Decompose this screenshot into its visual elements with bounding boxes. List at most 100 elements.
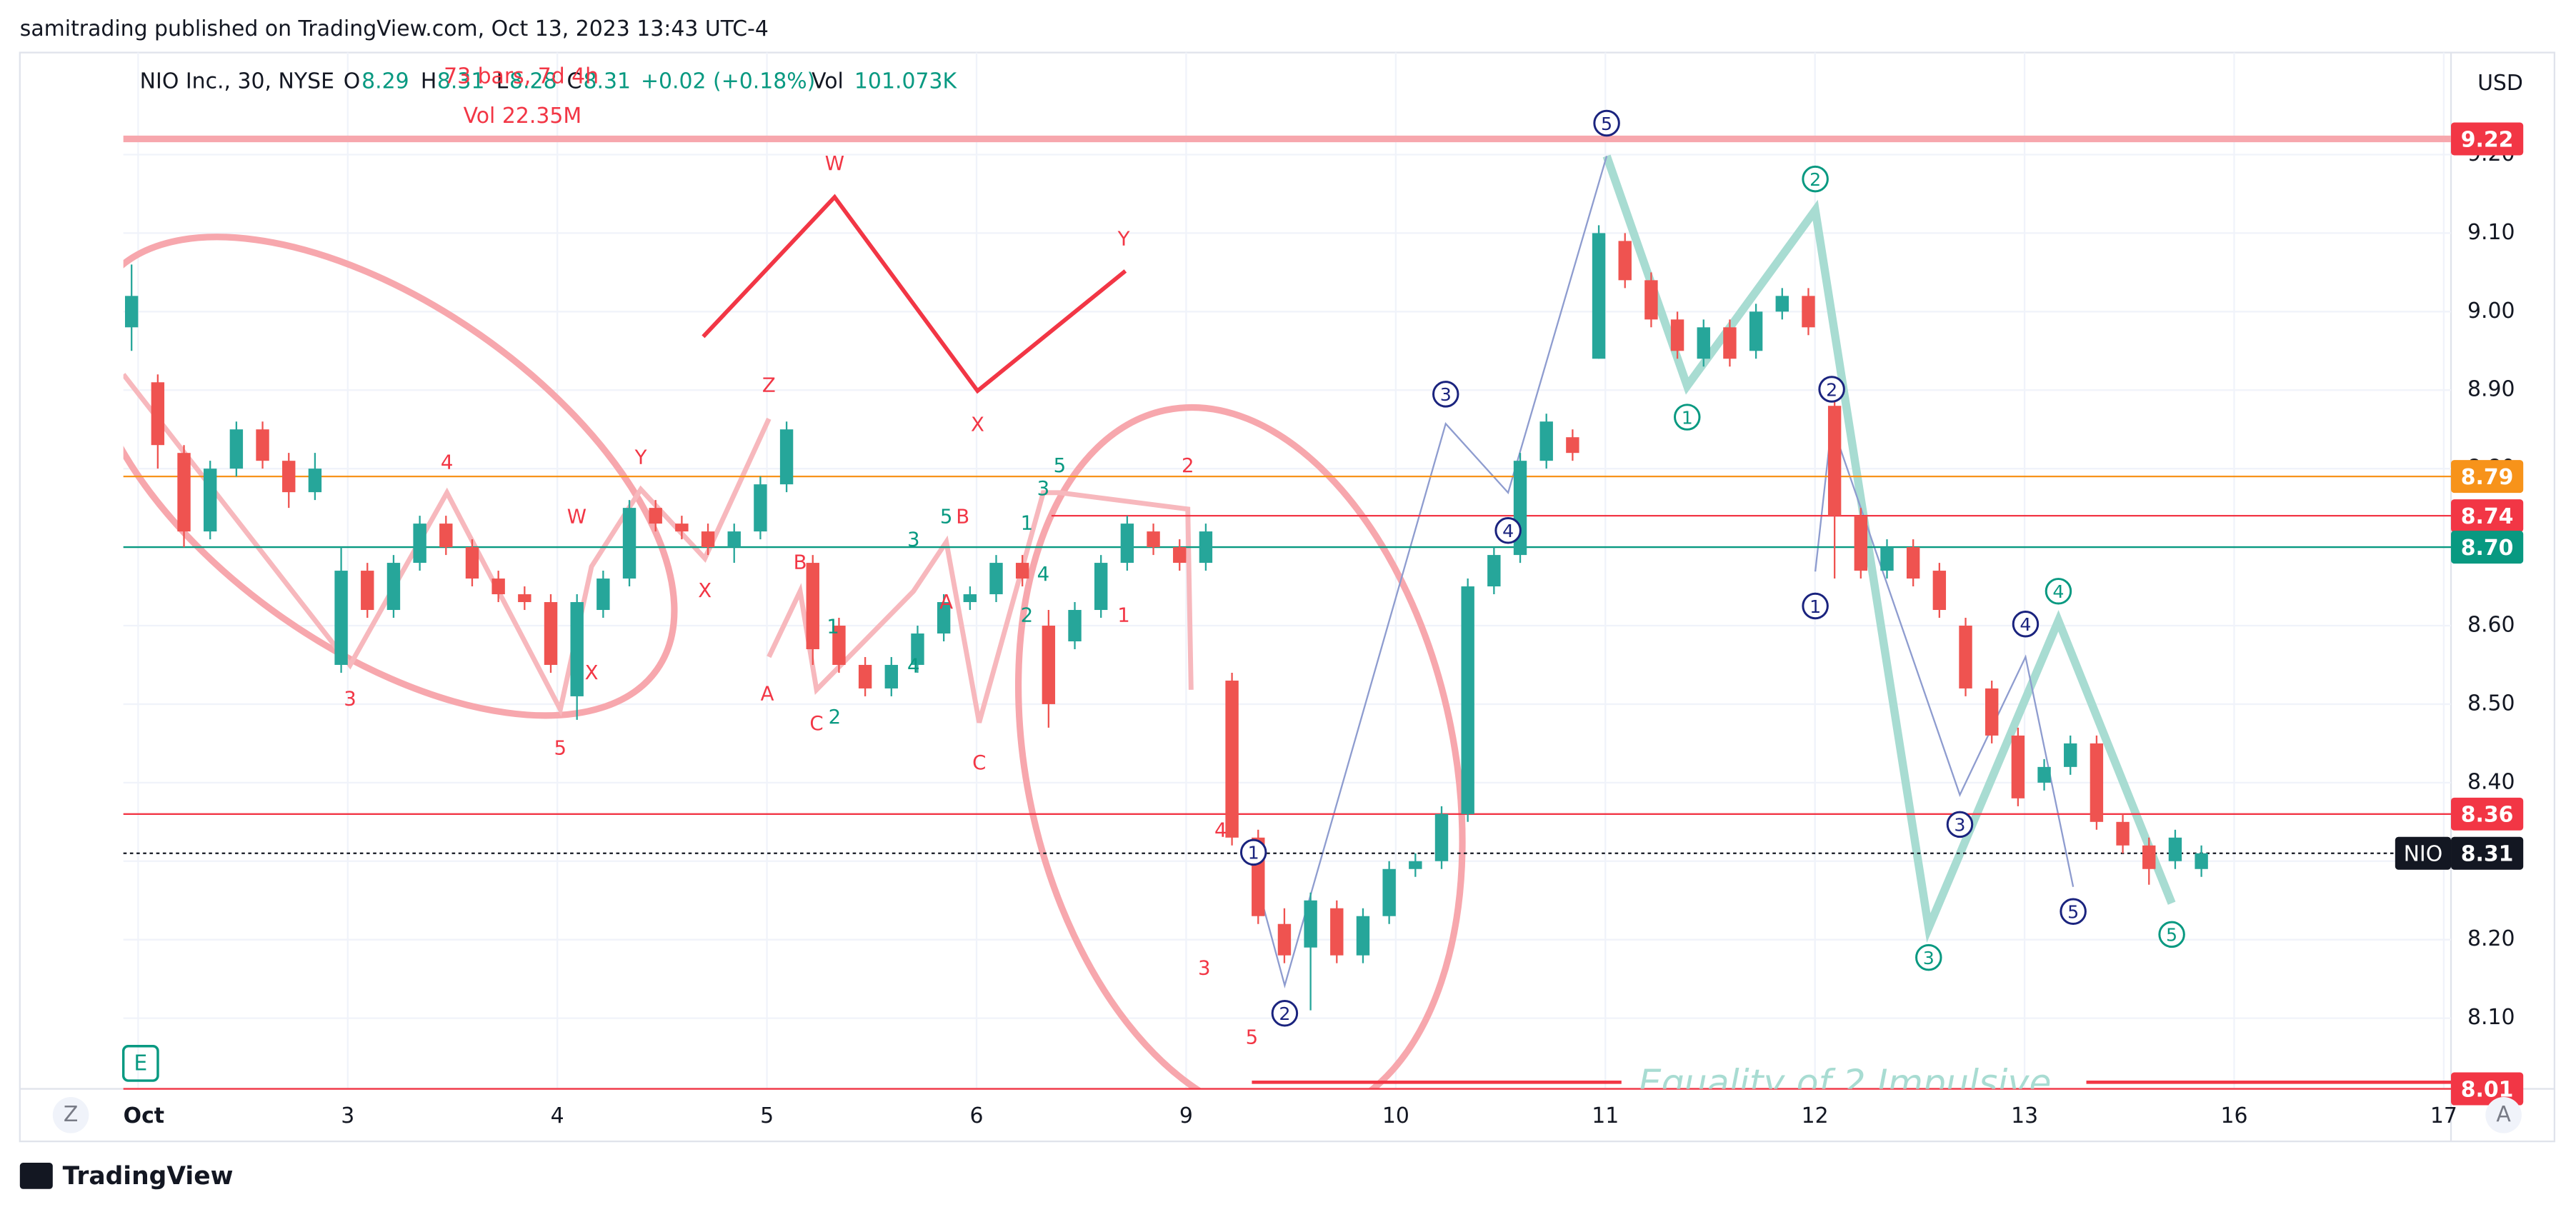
- price-tag: [2451, 531, 2524, 564]
- candle-body: [911, 633, 924, 665]
- candle-body: [1827, 406, 1842, 516]
- wave-label: 2: [1826, 379, 1837, 400]
- x-tick-label: 10: [1382, 1103, 1409, 1128]
- wave-circle: [1239, 838, 1267, 866]
- legend-vol-label: Vol: [812, 69, 844, 94]
- candle-body: [1173, 547, 1187, 564]
- wave-label: A: [939, 590, 953, 613]
- measure-bars: 73 bars, 7d 4h: [444, 64, 599, 89]
- legend: NIO Inc., 30, NYSE O 8.29 H 8.31 L 8.28 …: [140, 64, 958, 129]
- x-tick-label: 9: [1179, 1103, 1193, 1128]
- candle-body: [386, 563, 401, 611]
- y-tick-label: 8.90: [2467, 377, 2515, 402]
- currency: USD: [2477, 71, 2523, 96]
- wave-label: 5: [2067, 901, 2079, 922]
- button-label[interactable]: A: [2496, 1102, 2511, 1127]
- price-tag: [2451, 460, 2524, 494]
- button[interactable]: [52, 1097, 89, 1133]
- button-label[interactable]: E: [134, 1051, 147, 1076]
- wave-label: Y: [1117, 227, 1130, 251]
- y-tick-label: 8.20: [2467, 926, 2515, 951]
- wave-label: 1: [1248, 843, 1259, 863]
- candle-body: [1304, 900, 1317, 948]
- candle-body: [1015, 563, 1029, 579]
- wave-label: 5: [2166, 925, 2177, 946]
- candle-body: [2116, 821, 2130, 846]
- candle-body: [1434, 813, 1449, 861]
- candle-body: [1068, 610, 1082, 641]
- frame: [19, 51, 2556, 1143]
- brand: TradingView: [63, 1162, 234, 1191]
- legend-symbol: NIO Inc., 30, NYSE: [140, 69, 334, 94]
- legend-c-label: C: [567, 69, 582, 94]
- levels: [123, 135, 2452, 1090]
- candle-body: [1723, 327, 1737, 359]
- wxy-line: [702, 194, 1127, 394]
- wave-label: 1: [1117, 603, 1130, 626]
- candle-body: [1277, 923, 1292, 956]
- button-label[interactable]: Z: [64, 1102, 78, 1127]
- candle-body: [1382, 868, 1396, 916]
- y-tick-label: 8.60: [2467, 613, 2515, 638]
- wave-circle: [1494, 516, 1522, 544]
- wave-label: 4: [2052, 581, 2064, 602]
- wave-label: 3: [1037, 476, 1050, 500]
- candle-body: [518, 594, 531, 603]
- candle-body: [2090, 743, 2104, 822]
- candle-body: [1566, 437, 1579, 454]
- price-tag: [2451, 797, 2524, 831]
- candle-body: [649, 508, 662, 524]
- candle-body: [963, 594, 977, 603]
- wave-label: 2: [829, 705, 842, 728]
- candle-body: [1644, 280, 1658, 320]
- legend-l: 8.28: [509, 69, 557, 94]
- price-tag-label: 8.70: [2461, 536, 2514, 561]
- candle-body: [1225, 680, 1239, 838]
- legend-o: 8.29: [361, 69, 409, 94]
- candle-body: [308, 469, 322, 493]
- button[interactable]: [2485, 1097, 2522, 1133]
- y-tick-label: 9.10: [2467, 220, 2515, 245]
- wave-circle: [2158, 921, 2185, 948]
- candle-body: [675, 524, 689, 532]
- legend-l-label: L: [496, 69, 509, 94]
- candle-body: [1042, 626, 1056, 704]
- footer: TradingView Z A E: [19, 1045, 2522, 1191]
- candle-body: [2011, 735, 2025, 798]
- price-tag-label: 8.79: [2461, 465, 2514, 490]
- wave-label: 3: [1923, 948, 1935, 968]
- candle-body: [570, 602, 584, 696]
- candle-body: [596, 579, 610, 611]
- candle-body: [727, 531, 741, 548]
- candle-body: [1880, 547, 1894, 571]
- candle-body: [1199, 531, 1213, 564]
- impulse-line: [1814, 423, 2075, 887]
- x-tick-label: 16: [2220, 1103, 2247, 1128]
- candle-body: [1618, 241, 1632, 281]
- price-tag: [2451, 499, 2524, 533]
- candle-body: [1932, 571, 1947, 611]
- x-tick-label: 12: [1802, 1103, 1829, 1128]
- candle-body: [2142, 845, 2156, 869]
- x-tick-label: Oct: [124, 1103, 164, 1128]
- wave-label: B: [794, 551, 807, 574]
- wave-label: 3: [907, 528, 920, 551]
- candle-body: [1670, 319, 1684, 351]
- ellipse: [123, 234, 678, 719]
- candle-body: [334, 571, 348, 665]
- candle-body: [1854, 516, 1868, 571]
- wave-label: 4: [1502, 521, 1514, 541]
- wave-circle: [2045, 578, 2072, 605]
- candle-body: [177, 453, 191, 532]
- wave-label: Z: [762, 373, 776, 396]
- wave-label: 4: [2020, 614, 2031, 635]
- candle-body: [1147, 531, 1160, 548]
- button[interactable]: [121, 1045, 159, 1082]
- wave-label: 2: [1279, 1003, 1290, 1024]
- x-tick-label: 11: [1592, 1103, 1619, 1128]
- wave-label: 5: [1601, 114, 1612, 134]
- wave-label: 1: [1021, 511, 1034, 535]
- candle-body: [1749, 311, 1763, 351]
- wave-label: 3: [1954, 815, 1965, 836]
- candle-body: [779, 429, 794, 485]
